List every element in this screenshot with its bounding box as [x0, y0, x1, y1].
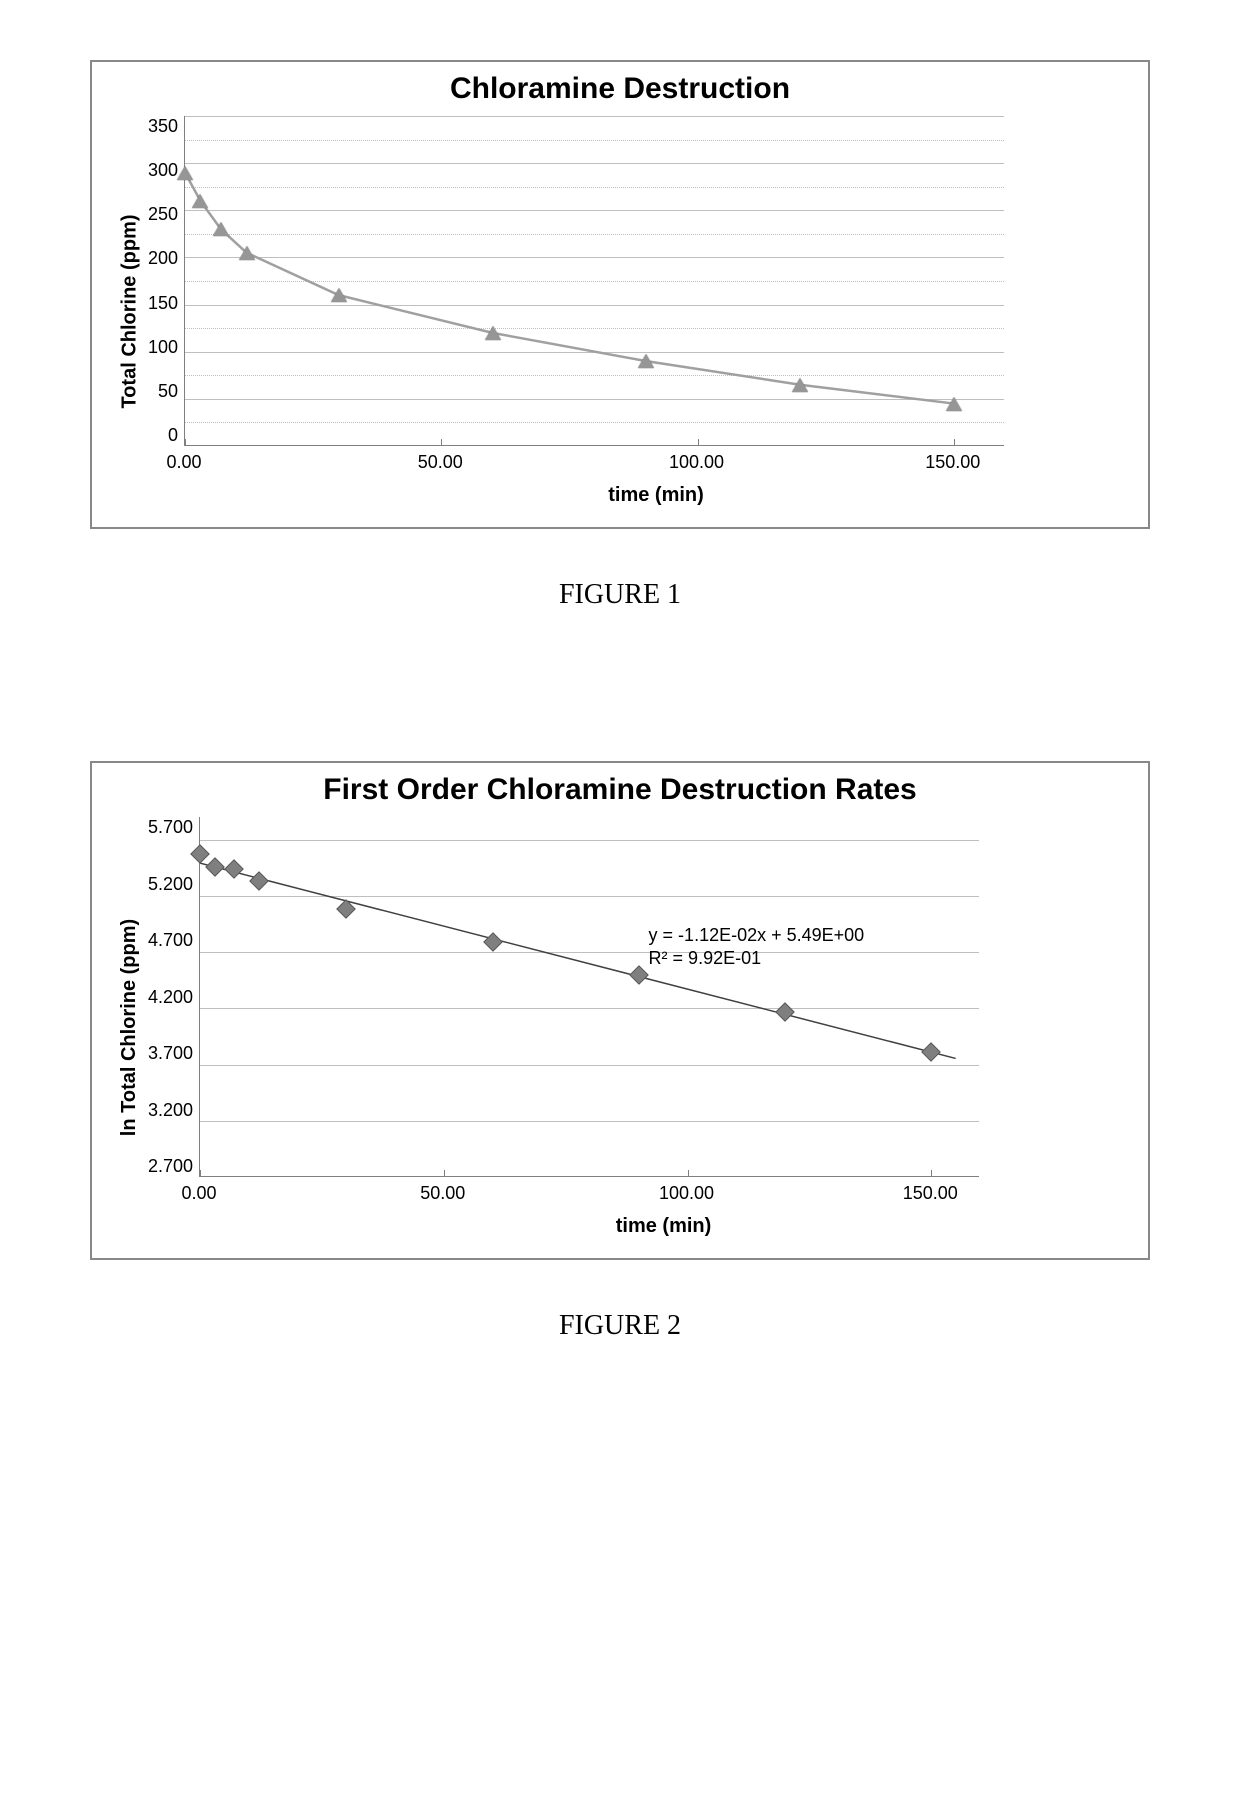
xtick-label: 150.00 [925, 452, 980, 473]
xtick-label: 50.00 [420, 1183, 465, 1204]
data-point [946, 397, 962, 411]
xtick-label: 100.00 [669, 452, 724, 473]
chart2-xlabel: time (min) [199, 1215, 1128, 1238]
chart1-title: Chloramine Destruction [112, 72, 1128, 106]
data-point [638, 354, 654, 368]
chart2-ylabel: ln Total Chlorine (ppm) [119, 919, 142, 1136]
ytick-label: 300 [148, 160, 178, 181]
xtick-label: 100.00 [659, 1183, 714, 1204]
xtick-label: 0.00 [182, 1183, 217, 1204]
ytick-label: 100 [148, 337, 178, 358]
data-point [493, 942, 507, 956]
chart2-yticks: 5.700 5.200 4.700 4.200 3.700 3.200 2.700 [148, 817, 199, 1177]
data-point [346, 909, 360, 923]
ytick-label: 50 [158, 381, 178, 402]
ytick-label: 250 [148, 204, 178, 225]
chart1-xticks: 0.0050.00100.00150.00 [184, 452, 1004, 476]
chart-chloramine-destruction: Chloramine Destruction Total Chlorine (p… [90, 60, 1150, 529]
data-point [931, 1052, 945, 1066]
data-point [639, 975, 653, 989]
chart1-ylabel: Total Chlorine (ppm) [119, 214, 142, 408]
data-point [213, 222, 229, 236]
data-point [331, 288, 347, 302]
ytick-label: 5.200 [148, 874, 193, 895]
data-point [192, 194, 208, 208]
chart1-xlabel: time (min) [184, 484, 1128, 507]
data-point [234, 869, 248, 883]
chart2-title: First Order Chloramine Destruction Rates [112, 773, 1128, 807]
data-point [239, 246, 255, 260]
xtick-label: 0.00 [167, 452, 202, 473]
data-point [259, 881, 273, 895]
xtick-label: 150.00 [903, 1183, 958, 1204]
chart-first-order-rates: First Order Chloramine Destruction Rates… [90, 761, 1150, 1260]
data-point [485, 326, 501, 340]
ytick-label: 3.700 [148, 1043, 193, 1064]
data-point [792, 378, 808, 392]
data-point [785, 1012, 799, 1026]
figure1-label: FIGURE 1 [90, 579, 1150, 611]
ytick-label: 3.200 [148, 1100, 193, 1121]
ytick-label: 200 [148, 248, 178, 269]
figure2-label: FIGURE 2 [90, 1310, 1150, 1342]
ytick-label: 150 [148, 293, 178, 314]
ytick-label: 2.700 [148, 1156, 193, 1177]
chart2-plot-area: y = -1.12E-02x + 5.49E+00R² = 9.92E-01 [199, 817, 979, 1177]
trendline-equation: y = -1.12E-02x + 5.49E+00R² = 9.92E-01 [649, 924, 865, 971]
chart2-xticks: 0.0050.00100.00150.00 [199, 1183, 979, 1207]
chart1-plot-area [184, 116, 1004, 446]
ytick-label: 0 [168, 425, 178, 446]
ytick-label: 350 [148, 116, 178, 137]
ytick-label: 4.700 [148, 930, 193, 951]
ytick-label: 5.700 [148, 817, 193, 838]
ytick-label: 4.200 [148, 987, 193, 1008]
xtick-label: 50.00 [418, 452, 463, 473]
data-point [177, 166, 193, 180]
